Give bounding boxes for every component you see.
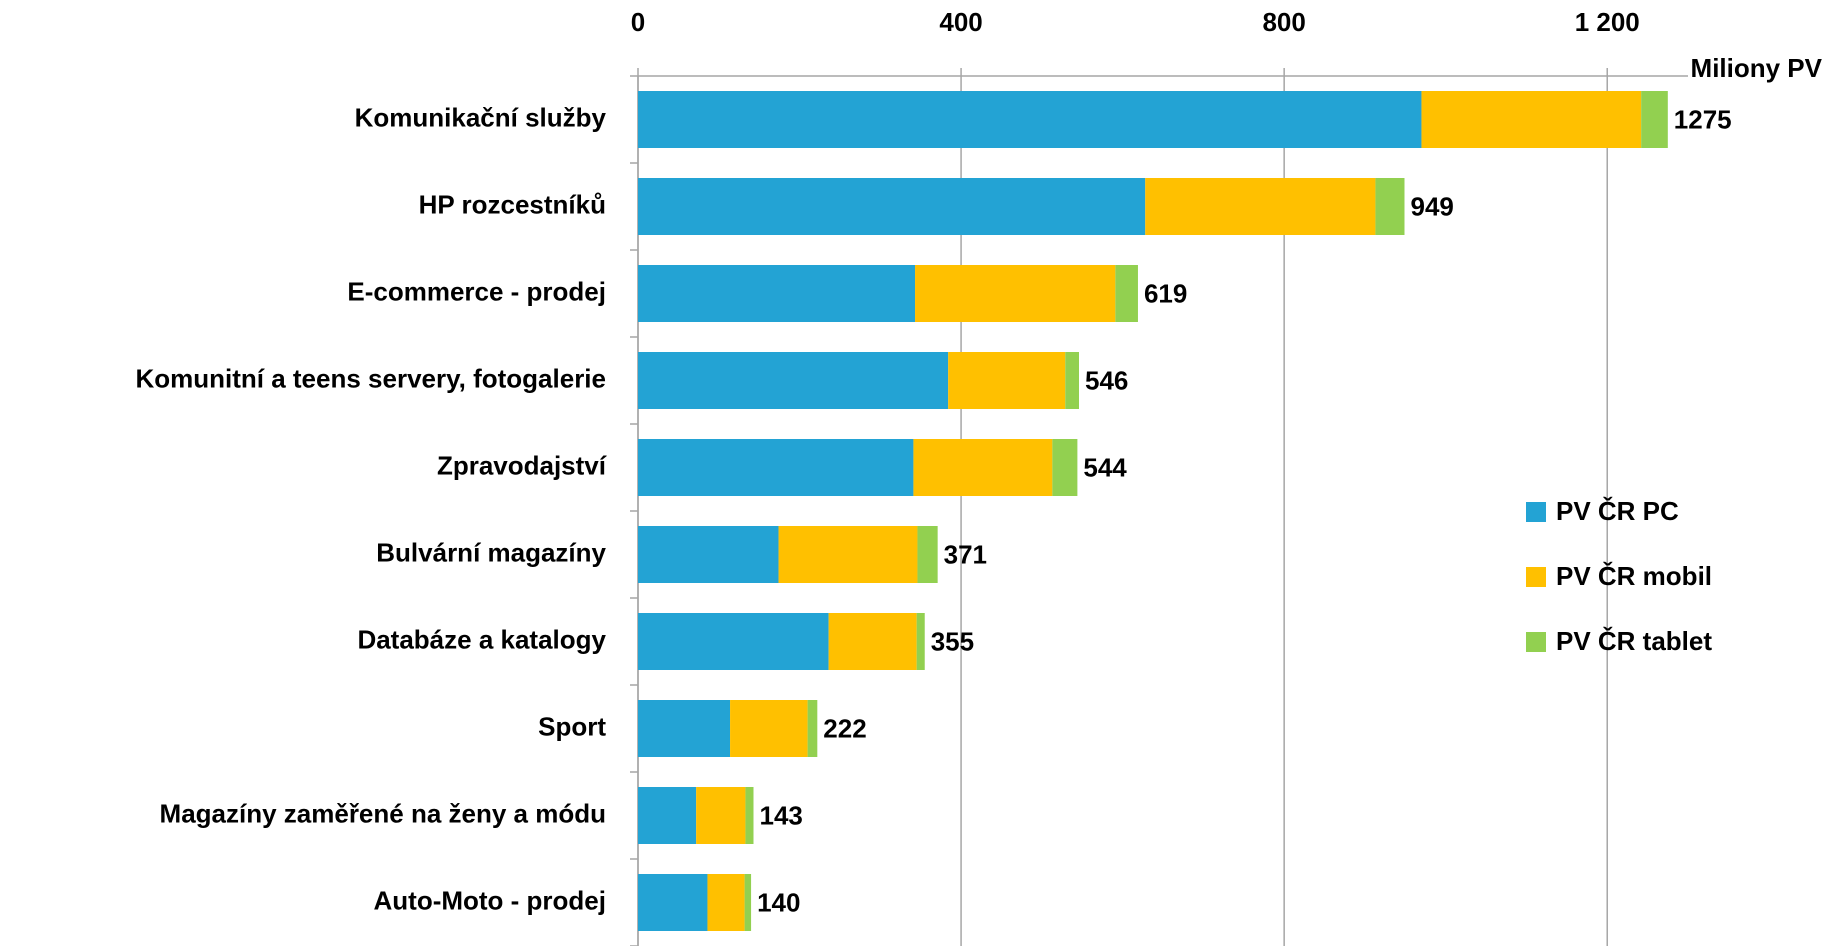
bar-segment: [913, 439, 1053, 496]
x-tick-label: 1 200: [1575, 7, 1640, 37]
bar-segment: [778, 526, 918, 583]
bar-segment: [730, 700, 808, 757]
y-tick-label: Auto-Moto - prodej: [374, 885, 607, 915]
legend-label: PV ČR PC: [1556, 496, 1679, 526]
bar-segment: [744, 874, 752, 931]
total-label: 619: [1144, 278, 1187, 308]
bar-segment: [1375, 178, 1405, 235]
legend-label: PV ČR mobil: [1556, 561, 1712, 591]
bar-segment: [638, 265, 916, 322]
y-tick-label: Databáze a katalogy: [357, 624, 606, 654]
bar-segment: [917, 526, 938, 583]
bar-segment: [948, 352, 1066, 409]
x-tick-label: 400: [939, 7, 982, 37]
legend-swatch: [1526, 502, 1546, 522]
bar-segment: [638, 178, 1146, 235]
total-label: 222: [823, 713, 866, 743]
legend-swatch: [1526, 632, 1546, 652]
legend-label: PV ČR tablet: [1556, 626, 1712, 656]
y-tick-label: Sport: [538, 711, 606, 741]
x-tick-label: 800: [1262, 7, 1305, 37]
bar-segment: [745, 787, 754, 844]
bar-segment: [638, 439, 914, 496]
bar-segment: [638, 874, 708, 931]
y-tick-label: E-commerce - prodej: [347, 276, 606, 306]
bar-segment: [1641, 91, 1668, 148]
y-tick-label: HP rozcestníků: [419, 189, 606, 219]
total-label: 371: [944, 539, 987, 569]
bar-segment: [1115, 265, 1138, 322]
bar-segment: [638, 91, 1422, 148]
bar-segment: [707, 874, 745, 931]
y-tick-label: Bulvární magazíny: [376, 537, 606, 567]
bar-segment: [638, 787, 697, 844]
bar-segment: [1421, 91, 1642, 148]
y-tick-label: Komunitní a teens servery, fotogalerie: [135, 363, 606, 393]
y-tick-label: Komunikační služby: [355, 102, 607, 132]
total-label: 949: [1411, 191, 1454, 221]
total-label: 544: [1083, 452, 1127, 482]
bar-segment: [638, 613, 829, 670]
bar-segment: [1145, 178, 1376, 235]
bar-segment: [915, 265, 1116, 322]
legend-swatch: [1526, 567, 1546, 587]
x-axis-label: Miliony PV: [1691, 53, 1823, 83]
total-label: 1275: [1674, 104, 1732, 134]
total-label: 355: [931, 626, 974, 656]
bar-segment: [638, 526, 779, 583]
bar-segment: [638, 352, 949, 409]
x-tick-label: 0: [631, 7, 645, 37]
y-tick-label: Zpravodajství: [437, 450, 607, 480]
bar-segment: [807, 700, 818, 757]
bar-segment: [696, 787, 746, 844]
bar-segment: [1052, 439, 1078, 496]
bar-segment: [916, 613, 925, 670]
y-tick-label: Magazíny zaměřené na ženy a módu: [160, 798, 606, 828]
total-label: 546: [1085, 365, 1128, 395]
bar-segment: [638, 700, 731, 757]
total-label: 140: [757, 887, 800, 917]
bar-segment: [1065, 352, 1079, 409]
total-label: 143: [760, 800, 803, 830]
bar-segment: [828, 613, 917, 670]
